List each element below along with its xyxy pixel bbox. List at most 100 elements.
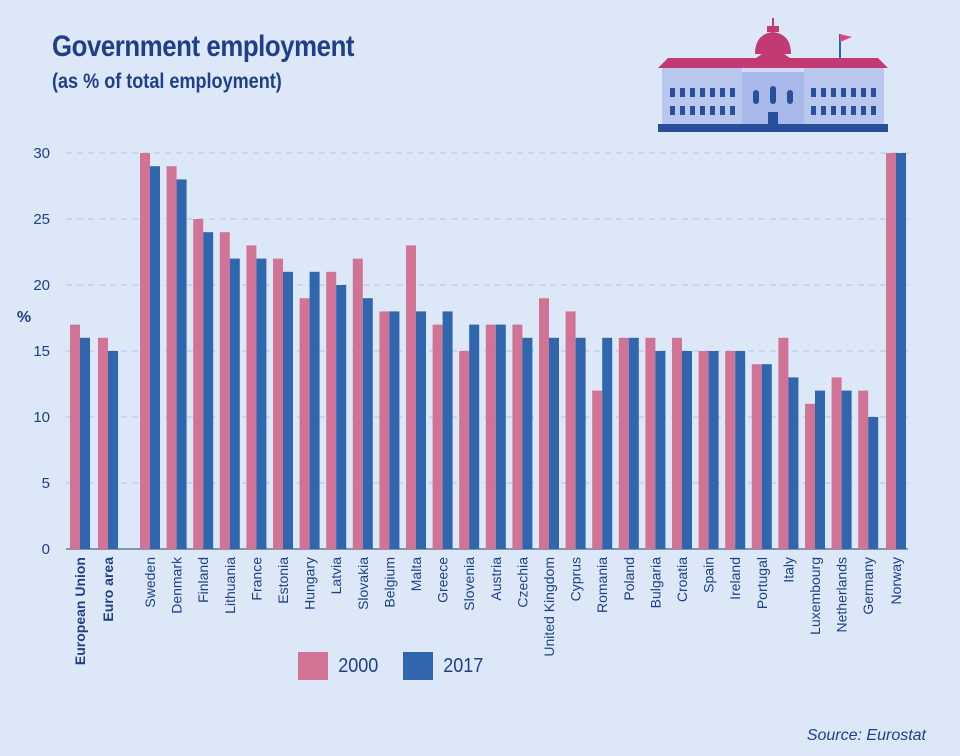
bar-2000 xyxy=(831,377,842,549)
legend-swatch-2017 xyxy=(402,652,433,680)
chart-subtitle: (as % of total employment) xyxy=(52,70,282,93)
x-tick-label: Finland xyxy=(195,557,211,603)
bar-2017 xyxy=(469,324,480,549)
bar-2017 xyxy=(522,337,533,549)
bar-2017 xyxy=(416,311,426,549)
x-tick-label: Greece xyxy=(435,557,451,603)
bar-2000 xyxy=(592,390,603,549)
bar-2017 xyxy=(80,337,90,549)
bar-2017 xyxy=(336,285,347,549)
bar-2017 xyxy=(150,166,160,549)
x-tick-label: Netherlands xyxy=(834,557,850,633)
y-tick-label: 15 xyxy=(33,343,50,360)
legend-swatch-2000 xyxy=(298,652,328,680)
y-tick-label: 5 xyxy=(42,475,50,492)
bar-2000 xyxy=(140,153,150,549)
bar-2017 xyxy=(708,351,719,549)
y-tick-label: 0 xyxy=(42,541,50,558)
bar-2017 xyxy=(309,271,320,549)
bar-2017 xyxy=(896,153,906,549)
y-tick-label: 10 xyxy=(33,409,50,426)
bars xyxy=(70,153,906,549)
legend-label-2000: 2000 xyxy=(338,654,379,677)
x-tick-label: United Kingdom xyxy=(541,557,557,657)
legend-label-2017: 2017 xyxy=(442,654,483,677)
x-tick-label: Czechia xyxy=(514,557,530,608)
y-axis-label: % xyxy=(17,309,31,326)
x-tick-label: Austria xyxy=(488,557,504,601)
bar-2017 xyxy=(203,232,214,549)
bar-2017 xyxy=(549,337,559,549)
x-tick-label: Cyprus xyxy=(568,557,584,601)
bar-2017 xyxy=(788,377,799,549)
x-tick-label: Portugal xyxy=(754,557,770,609)
x-axis-labels: European Union Euro area Sweden Denmark Finl… xyxy=(72,556,904,665)
chart-title: Government employment xyxy=(52,30,355,63)
bar-2000 xyxy=(805,403,815,549)
bar-2000 xyxy=(379,311,390,549)
bar-2000 xyxy=(698,351,709,549)
x-tick-label: Belgium xyxy=(381,557,397,608)
bar-2000 xyxy=(858,390,869,549)
x-tick-label: Croatia xyxy=(674,557,690,602)
bar-2017 xyxy=(815,390,825,549)
bar-2000 xyxy=(70,324,80,549)
x-tick-label: Romania xyxy=(594,557,610,613)
bar-2000 xyxy=(166,166,177,549)
source-note: Source: Eurostat xyxy=(806,727,926,744)
bar-2000 xyxy=(512,324,523,549)
bar-2017 xyxy=(442,311,453,549)
x-tick-label: Sweden xyxy=(142,557,158,608)
bar-2000 xyxy=(246,245,257,549)
bar-2017 xyxy=(362,298,373,549)
x-tick-label: Latvia xyxy=(328,557,344,595)
bar-2017 xyxy=(735,351,746,549)
bar-2017 xyxy=(575,337,586,549)
bar-2000 xyxy=(725,351,736,549)
x-tick-label: Poland xyxy=(621,557,637,601)
x-tick-label: France xyxy=(248,557,264,601)
bar-2000 xyxy=(459,351,470,549)
bar-2000 xyxy=(645,337,656,549)
bar-2017 xyxy=(389,311,400,549)
bar-2000 xyxy=(352,258,363,549)
bar-2000 xyxy=(565,311,576,549)
x-tick-label: Euro area xyxy=(100,557,116,622)
x-tick-label: Spain xyxy=(701,557,717,593)
bar-2017 xyxy=(495,324,506,549)
y-tick-label: 30 xyxy=(33,145,50,162)
government-building-icon xyxy=(658,18,888,132)
bar-2017 xyxy=(108,351,118,549)
bar-2000 xyxy=(193,219,204,549)
bar-2000 xyxy=(299,298,310,549)
x-tick-label: Luxembourg xyxy=(807,557,823,635)
bar-2000 xyxy=(618,337,629,549)
x-tick-label: Slovenia xyxy=(461,557,477,611)
y-tick-label: 25 xyxy=(33,211,50,228)
x-tick-label: Hungary xyxy=(302,557,318,610)
x-tick-label: Lithuania xyxy=(222,557,238,614)
x-tick-label: Italy xyxy=(780,557,796,583)
x-tick-label: Norway xyxy=(888,557,904,604)
bar-2000 xyxy=(778,337,789,549)
y-tick-label: 20 xyxy=(33,277,50,294)
bar-2000 xyxy=(432,324,443,549)
bar-2017 xyxy=(628,337,639,549)
x-tick-label: Germany xyxy=(860,557,876,615)
bar-2000 xyxy=(539,298,549,549)
bar-2017 xyxy=(602,337,613,549)
bar-2000 xyxy=(98,337,108,549)
bar-2017 xyxy=(682,351,692,549)
bar-2017 xyxy=(283,271,293,549)
x-tick-label: Ireland xyxy=(727,557,743,600)
bar-2000 xyxy=(886,153,896,549)
bar-2017 xyxy=(229,258,240,549)
x-tick-label: European Union xyxy=(72,557,88,665)
x-tick-label: Denmark xyxy=(169,556,185,614)
bar-2017 xyxy=(256,258,267,549)
bar-2017 xyxy=(841,390,852,549)
x-tick-label: Slovakia xyxy=(355,557,371,610)
bar-2017 xyxy=(868,417,879,549)
bar-2000 xyxy=(219,232,230,549)
